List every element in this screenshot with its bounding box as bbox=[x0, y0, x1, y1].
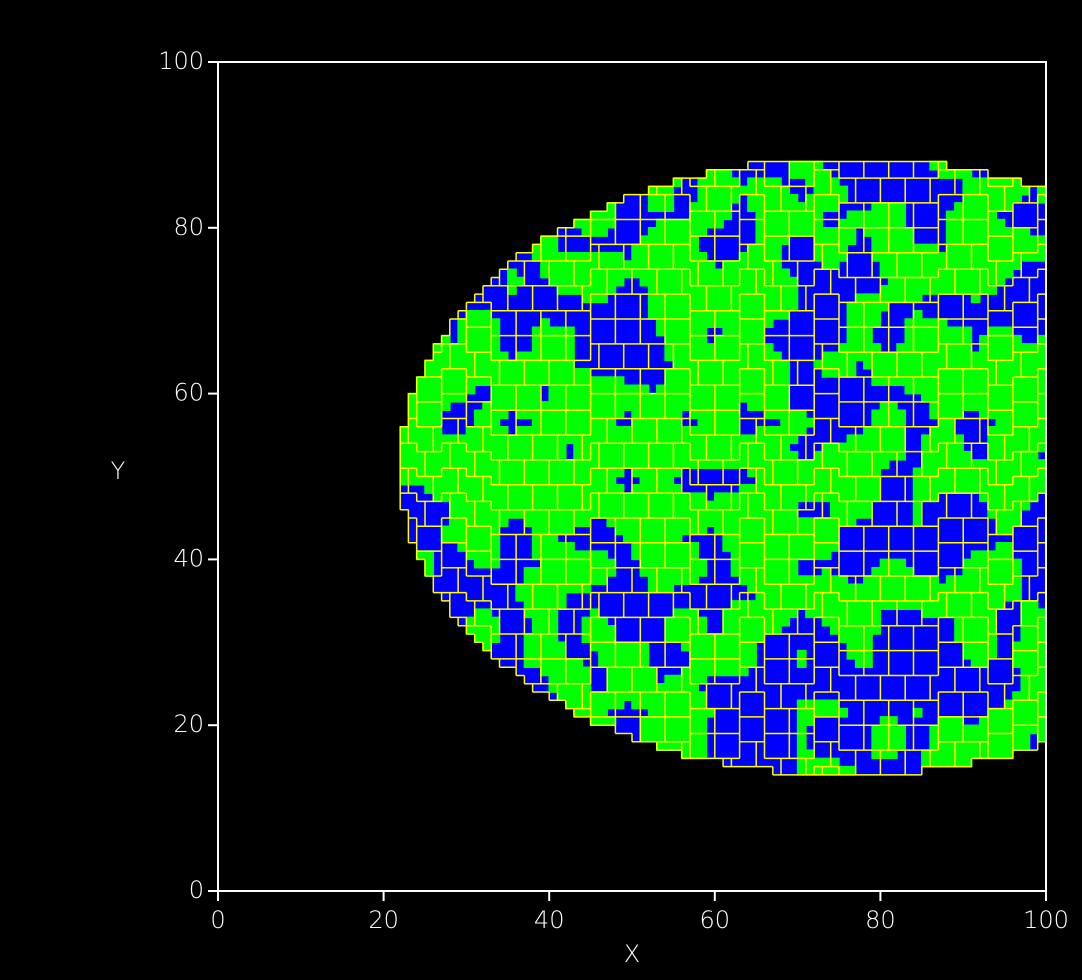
y-tick-label: 0 bbox=[189, 876, 204, 904]
y-tick-label: 60 bbox=[173, 379, 204, 407]
blue-phase bbox=[400, 161, 1046, 775]
y-tick-label: 40 bbox=[173, 544, 204, 572]
x-tick-label: 40 bbox=[534, 906, 565, 934]
x-tick-label: 60 bbox=[700, 906, 731, 934]
simulation-image bbox=[399, 160, 1047, 776]
x-tick-label: 20 bbox=[368, 906, 399, 934]
x-tick-label: 100 bbox=[1023, 906, 1069, 934]
grain-boundaries bbox=[399, 160, 1047, 776]
x-tick-label: 0 bbox=[210, 906, 225, 934]
y-tick-label: 100 bbox=[158, 47, 204, 75]
y-tick-label: 80 bbox=[173, 213, 204, 241]
y-axis-label: Y bbox=[111, 457, 126, 485]
x-tick-label: 80 bbox=[865, 906, 896, 934]
y-tick-label: 20 bbox=[173, 710, 204, 738]
x-axis-label: X bbox=[624, 940, 640, 968]
plot-frame bbox=[217, 61, 1047, 892]
